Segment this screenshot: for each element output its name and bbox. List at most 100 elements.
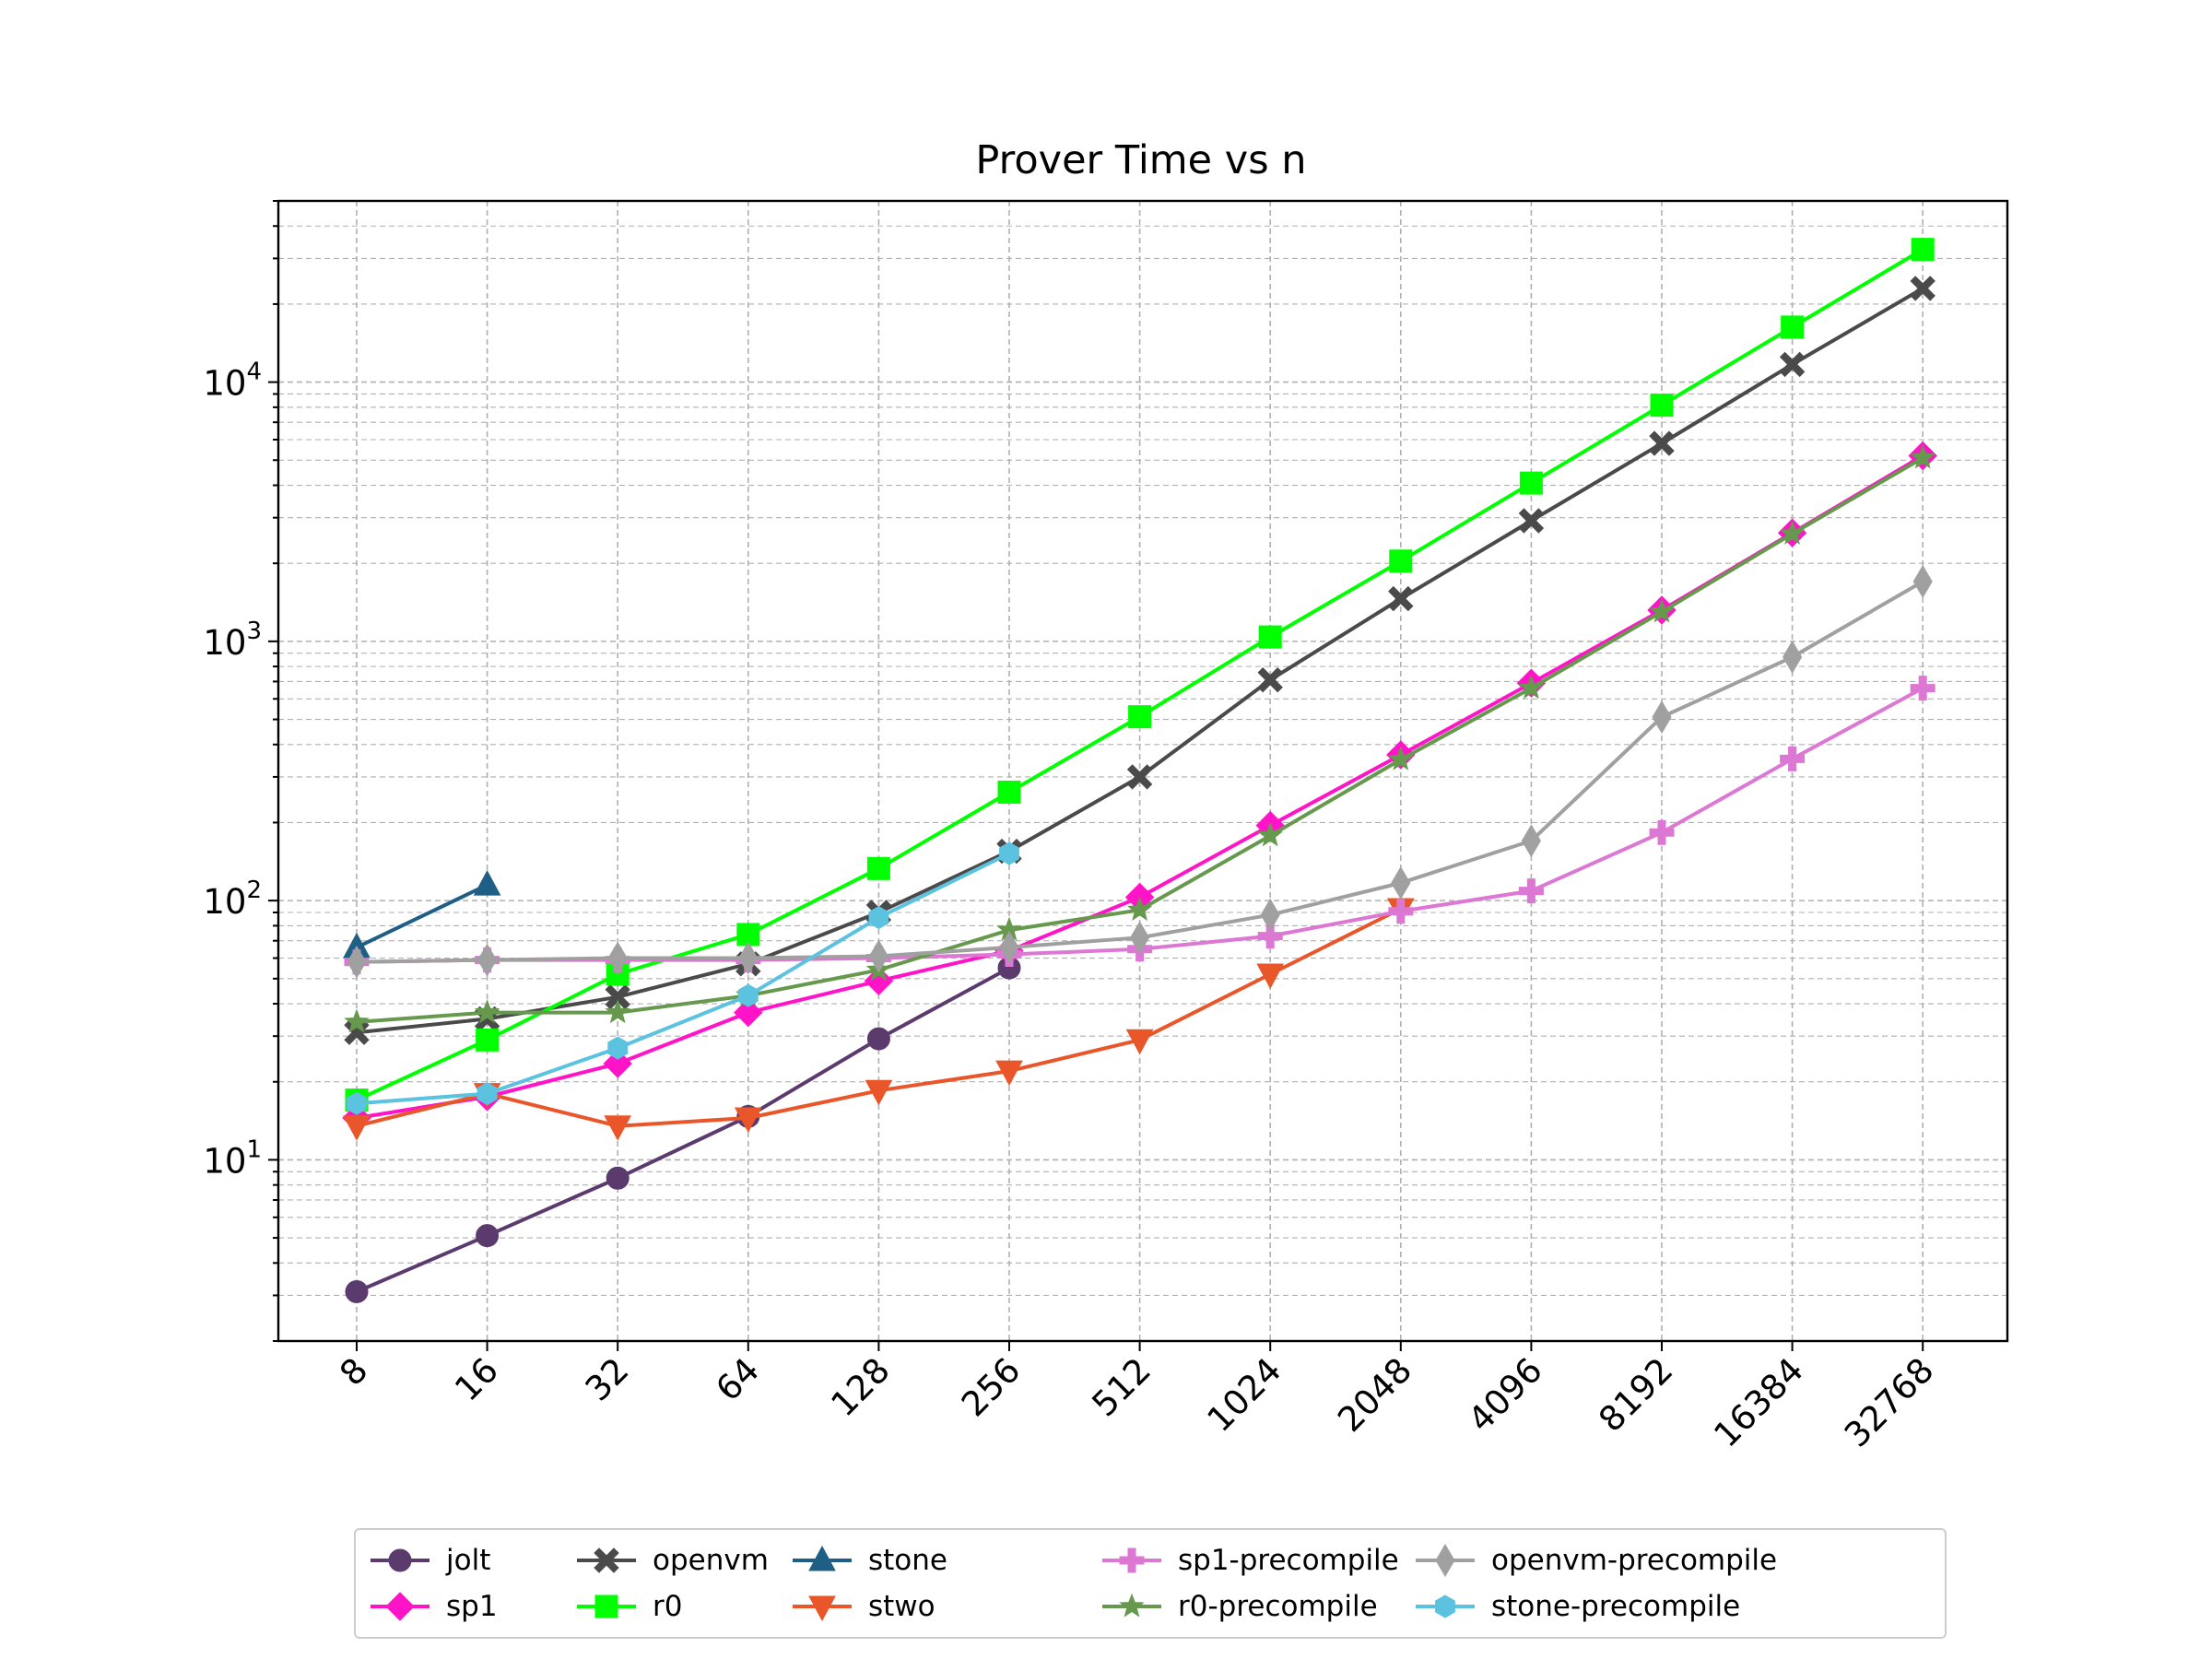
legend-swatch (1416, 1594, 1475, 1618)
y-tick-label: 101 (203, 1135, 262, 1181)
legend-label: jolt (446, 1544, 491, 1577)
series-line (356, 883, 488, 949)
legend-item-openvm: openvm (573, 1539, 769, 1582)
data-point (1257, 822, 1283, 847)
data-point (1652, 700, 1672, 735)
data-point (1781, 315, 1805, 339)
x-tick-label: 32 (578, 1350, 637, 1409)
legend-swatch (371, 1592, 429, 1621)
data-point (476, 1028, 500, 1052)
data-point (1435, 1544, 1455, 1577)
series-r0-precompile (344, 444, 1936, 1033)
data-point (866, 1027, 890, 1051)
series-line (356, 852, 1010, 1106)
data-point (1388, 746, 1414, 771)
x-tick-label: 16384 (1706, 1350, 1811, 1455)
legend-swatch (371, 1548, 429, 1572)
data-point (473, 870, 501, 896)
series-stone (343, 870, 501, 959)
legend-item-stwo: stwo (789, 1585, 935, 1628)
x-tick-label: 512 (1085, 1350, 1159, 1424)
data-point (1126, 764, 1153, 790)
data-point (1518, 508, 1545, 534)
data-point (606, 1166, 629, 1190)
x-tick-label: 128 (823, 1350, 897, 1424)
data-point (1119, 1547, 1145, 1573)
series-stone-precompile (347, 841, 1019, 1115)
data-point (1521, 824, 1541, 858)
data-point (1912, 565, 1933, 598)
data-point (1388, 899, 1414, 924)
legend-swatch (793, 1595, 852, 1622)
data-point (347, 1091, 367, 1115)
data-point (388, 1548, 412, 1572)
data-point (1519, 471, 1543, 495)
x-axis-ticks: 8 16 32 64 128 256 512 1024 2048 4096 8192 16384 327… (332, 1341, 1942, 1455)
data-point (1910, 676, 1936, 701)
data-point (1780, 746, 1806, 771)
series-layer (342, 238, 1937, 1303)
data-point (1391, 866, 1411, 900)
legend-label: openvm-precompile (1491, 1544, 1778, 1577)
data-point (1649, 598, 1675, 623)
data-point (1257, 666, 1283, 693)
y-tick-label: 102 (203, 877, 262, 922)
legend-label: stone-precompile (1491, 1590, 1741, 1623)
legend-item-openvm-precompile: openvm-precompile (1412, 1539, 1777, 1582)
series-line (356, 966, 1010, 1294)
legend-swatch (793, 1545, 852, 1571)
data-point (1911, 238, 1935, 262)
y-tick-label: 104 (203, 359, 262, 404)
chart-legend: jolt sp1 openvm r0 stone stwo sp1-precompile r0… (354, 1528, 1947, 1639)
data-point (866, 856, 890, 880)
y-axis-ticks: 101 102 103 104 (203, 200, 278, 1342)
data-point (738, 941, 759, 975)
data-point (347, 945, 367, 979)
data-point (1649, 430, 1675, 456)
data-point (385, 1592, 415, 1621)
plot-frame (276, 199, 2009, 1343)
data-point (865, 1079, 893, 1106)
legend-label: openvm (653, 1544, 769, 1577)
legend-item-r0: r0 (573, 1585, 682, 1628)
legend-swatch (1416, 1544, 1475, 1577)
data-point (999, 930, 1019, 964)
legend-swatch (1102, 1547, 1161, 1573)
data-point (1779, 520, 1806, 545)
data-point (477, 1082, 498, 1106)
data-point (1126, 896, 1153, 921)
legend-item-stone-precompile: stone-precompile (1412, 1585, 1740, 1628)
data-point (607, 941, 628, 975)
data-point (344, 1008, 370, 1033)
data-point (1389, 549, 1413, 573)
data-point (1910, 276, 1936, 301)
data-point (594, 1594, 618, 1618)
x-tick-label: 4096 (1461, 1350, 1550, 1440)
data-point (1256, 963, 1285, 990)
legend-swatch (577, 1594, 636, 1618)
data-point (605, 999, 630, 1024)
data-point (1649, 819, 1675, 845)
legend-swatch (1102, 1593, 1161, 1618)
data-point (734, 1107, 762, 1134)
data-point (997, 780, 1021, 804)
series-stwo (343, 898, 1415, 1141)
x-tick-label: 256 (954, 1350, 1028, 1424)
legend-swatch (577, 1547, 636, 1573)
data-point (808, 1545, 836, 1571)
grid-lines (278, 200, 2007, 1342)
legend-label: sp1 (446, 1590, 498, 1623)
series-jolt (345, 956, 1021, 1303)
data-point (594, 1547, 619, 1573)
data-point (345, 1279, 369, 1303)
data-point (1125, 1029, 1154, 1055)
data-point (1779, 351, 1806, 378)
x-tick-label: 16 (447, 1350, 506, 1409)
x-tick-label: 64 (708, 1350, 767, 1409)
data-point (808, 1595, 836, 1622)
legend-item-sp1-precompile: sp1-precompile (1099, 1539, 1399, 1582)
data-point (737, 983, 759, 1007)
legend-label: sp1-precompile (1178, 1544, 1399, 1577)
data-point (1119, 1593, 1145, 1618)
